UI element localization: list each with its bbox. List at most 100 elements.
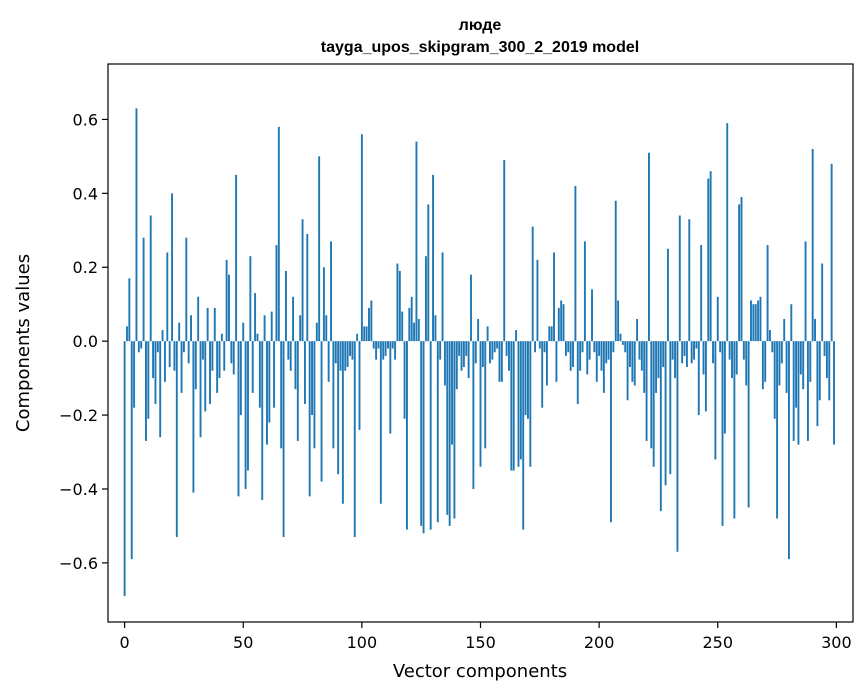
bar-74 [299, 315, 302, 342]
bar-285 [799, 341, 802, 375]
bar-180 [550, 326, 553, 342]
bar-212 [626, 341, 629, 401]
bar-236 [683, 341, 686, 356]
bar-36 [209, 341, 211, 404]
bar-270 [764, 341, 767, 382]
bar-77 [306, 233, 309, 342]
bar-70 [289, 341, 292, 371]
bar-190 [574, 185, 577, 342]
bar-125 [420, 341, 423, 526]
bar-163 [510, 341, 513, 471]
bar-210 [621, 341, 624, 345]
bar-191 [576, 341, 579, 404]
bar-275 [776, 341, 779, 519]
bar-225 [657, 341, 660, 379]
bar-150 [479, 341, 482, 467]
bar-86 [327, 341, 330, 382]
bar-193 [581, 341, 584, 353]
bar-195 [586, 341, 589, 375]
bar-112 [389, 341, 392, 434]
bar-98 [356, 333, 359, 342]
bar-234 [678, 215, 681, 342]
bar-251 [719, 341, 722, 353]
bar-92 [341, 341, 344, 504]
bar-5 [135, 108, 138, 342]
bar-129 [429, 341, 432, 530]
bar-177 [543, 341, 546, 353]
bar-282 [792, 341, 795, 441]
bar-81 [315, 322, 318, 342]
bar-91 [339, 341, 342, 371]
bar-173 [534, 341, 537, 353]
y-tick-label: 0.6 [73, 110, 98, 129]
bar-88 [332, 341, 335, 449]
bar-130 [432, 174, 434, 342]
bar-10 [147, 341, 150, 419]
bar-248 [712, 341, 714, 364]
bar-87 [330, 241, 332, 342]
bar-105 [372, 341, 375, 349]
bar-30 [194, 341, 197, 390]
bar-32 [199, 341, 202, 438]
bar-1 [126, 326, 128, 342]
bar-169 [524, 341, 527, 416]
bar-256 [731, 341, 733, 379]
x-axis-label: Vector components [393, 661, 567, 682]
bar-263 [747, 341, 750, 508]
bar-0 [123, 341, 126, 597]
bar-189 [572, 341, 574, 368]
bar-34 [204, 341, 207, 412]
x-tick-label: 100 [347, 633, 378, 652]
bar-254 [726, 123, 729, 342]
bar-137 [448, 341, 451, 526]
bar-223 [652, 341, 655, 467]
bar-294 [821, 263, 824, 342]
bar-7 [140, 341, 143, 349]
bar-179 [548, 326, 551, 342]
bar-152 [484, 341, 487, 449]
bar-80 [313, 341, 316, 449]
bar-148 [474, 341, 477, 364]
bar-205 [610, 341, 612, 523]
bar-53 [249, 256, 252, 342]
bar-73 [296, 341, 299, 441]
x-tick-label: 250 [702, 633, 733, 652]
bar-15 [159, 341, 162, 438]
bar-97 [353, 341, 356, 537]
bar-24 [180, 341, 183, 393]
bar-64 [275, 245, 278, 342]
bar-106 [375, 341, 378, 360]
bar-23 [178, 322, 181, 342]
bar-284 [797, 341, 800, 445]
bar-2 [128, 278, 131, 342]
y-tick-label: 0.4 [73, 184, 98, 203]
bar-247 [709, 171, 712, 342]
bar-124 [417, 318, 420, 342]
bar-200 [598, 341, 601, 356]
bar-127 [424, 256, 427, 342]
bar-184 [560, 300, 563, 342]
bar-292 [816, 341, 819, 427]
bar-41 [220, 333, 223, 342]
bar-8 [142, 237, 145, 342]
bar-13 [154, 341, 157, 404]
bar-283 [795, 341, 798, 408]
bar-214 [631, 341, 634, 382]
bar-227 [662, 341, 665, 368]
bar-22 [175, 341, 178, 537]
bar-121 [410, 296, 413, 342]
bar-66 [280, 341, 283, 449]
bar-95 [349, 341, 351, 356]
bar-50 [242, 322, 245, 342]
bar-276 [778, 341, 781, 386]
bar-287 [804, 241, 807, 342]
bar-49 [239, 341, 242, 416]
bar-157 [496, 341, 499, 349]
bar-199 [595, 341, 598, 382]
bar-9 [145, 341, 147, 441]
bar-96 [351, 341, 354, 360]
bar-114 [394, 341, 397, 360]
bar-238 [688, 219, 691, 342]
bar-63 [273, 341, 276, 408]
bar-158 [498, 341, 501, 382]
